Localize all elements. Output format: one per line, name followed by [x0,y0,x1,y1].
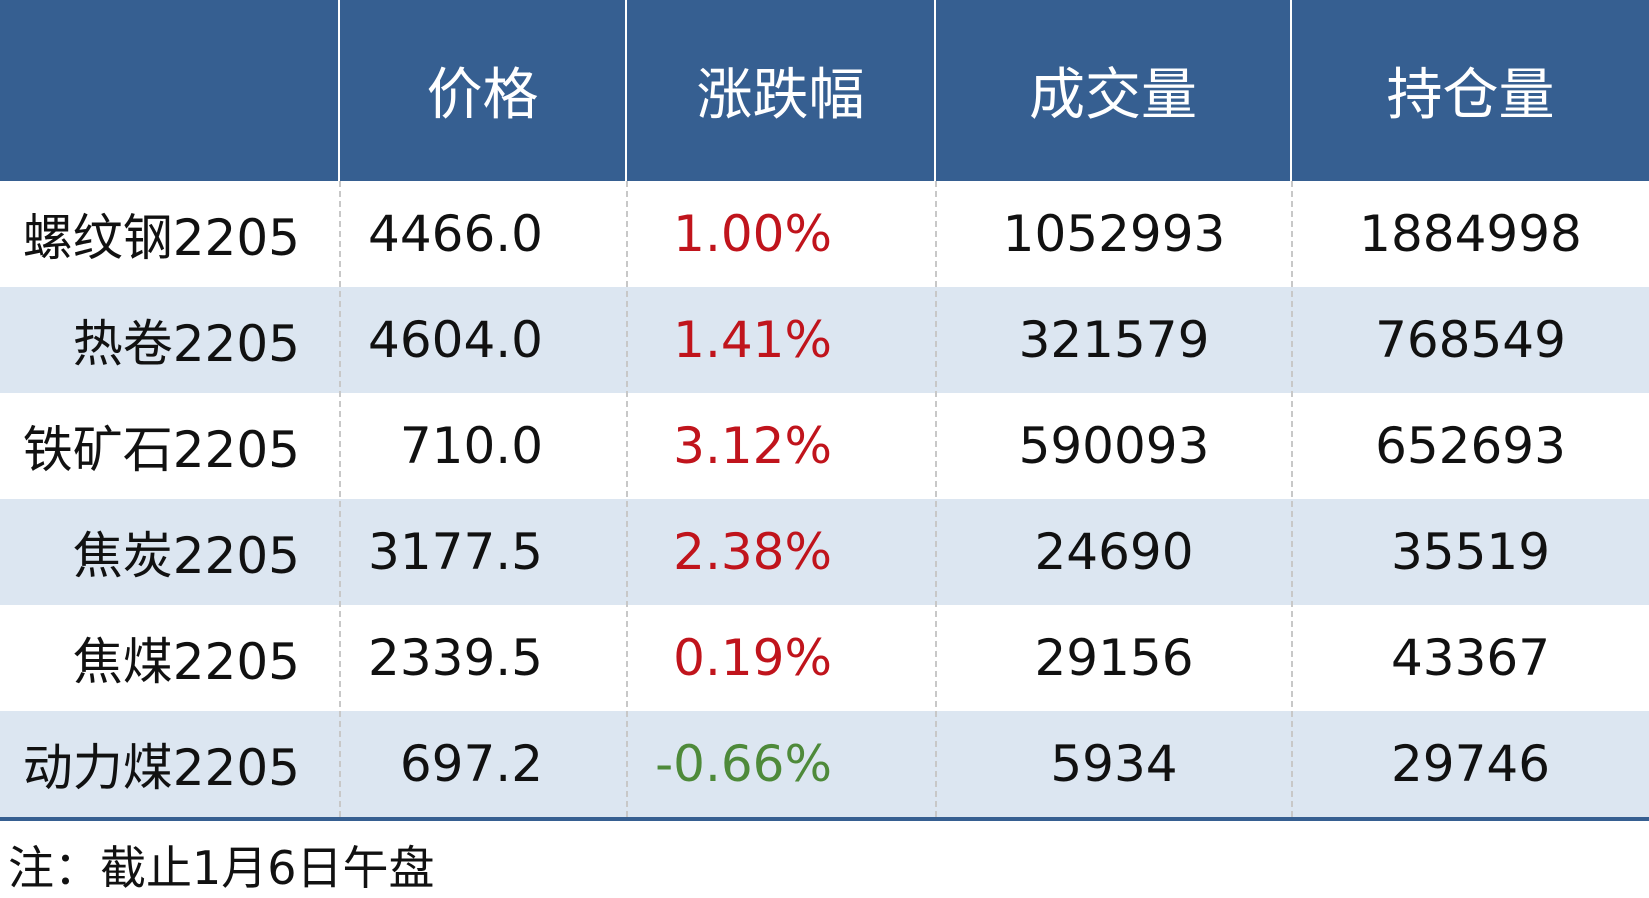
table-cell: 1.00% [673,205,832,263]
column-separator [339,181,341,817]
column-separator [626,181,628,817]
table-cell: 4604.0 [368,311,543,369]
table-cell: 24690 [1034,523,1194,581]
row-bg [0,711,1649,817]
row-bg [0,181,1649,287]
table-cell: 29746 [1390,735,1551,793]
table-cell: 710.0 [399,417,543,475]
row-bg [0,393,1649,499]
table-cell: 1884998 [1359,205,1582,263]
table-cell: 焦炭2205 [72,527,300,585]
table-cell: 5934 [1050,735,1178,793]
table-cell: 4466.0 [368,205,543,263]
table-cell: -0.66% [655,735,832,793]
table-cell: 697.2 [399,735,543,793]
table-cell: 3177.5 [368,523,543,581]
table-cell: 590093 [1018,417,1210,475]
row-bg [0,499,1649,605]
table-cell: 铁矿石2205 [22,421,300,479]
table-cell: 3.12% [673,417,832,475]
table-cell: 热卷2205 [72,315,300,373]
table-cell: 43367 [1390,629,1551,687]
note: 注：截止1月6日午盘 [8,841,435,895]
row-bg [0,287,1649,393]
header-cell: 持仓量 [1292,0,1649,181]
column-separator [1291,181,1293,817]
table-cell: 35519 [1390,523,1551,581]
table-cell: 1052993 [1002,205,1226,263]
table-cell: 0.19% [673,629,832,687]
table-cell: 焦煤2205 [72,633,300,691]
table-cell: 29156 [1034,629,1194,687]
column-separator [935,181,937,817]
table-cell: 2339.5 [368,629,543,687]
table-cell: 321579 [1018,311,1210,369]
row-bg [0,605,1649,711]
table-cell: 动力煤2205 [22,739,300,797]
table-cell: 2.38% [673,523,832,581]
table-cell: 螺纹钢2205 [22,209,300,267]
header-cell [0,0,340,181]
bottom-rule [0,817,1649,821]
header-cell: 成交量 [936,0,1292,181]
table-cell: 768549 [1375,311,1566,369]
table-cell: 652693 [1375,417,1566,475]
table-cell: 1.41% [673,311,832,369]
header-cell: 涨跌幅 [627,0,936,181]
header-cell: 价格 [340,0,627,181]
